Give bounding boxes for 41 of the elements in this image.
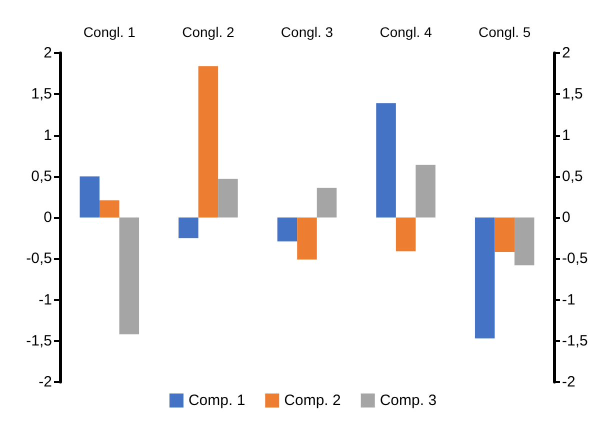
bar — [277, 218, 298, 242]
bar — [316, 188, 337, 218]
x-tick-label: Congl. 4 — [380, 24, 432, 40]
y2-tick-label: -2 — [562, 374, 576, 390]
x-tick-label: Congl. 5 — [478, 24, 531, 40]
bar — [178, 218, 198, 238]
y2-tick-label: 0,5 — [562, 168, 583, 185]
bar — [198, 66, 218, 218]
bar — [514, 218, 534, 266]
y-tick-label: -2 — [38, 374, 52, 390]
y-tick-label: 1 — [44, 126, 52, 144]
bar — [396, 218, 416, 252]
x-tick-label: Congl. 1 — [83, 24, 136, 40]
bar — [416, 164, 436, 218]
bar — [218, 178, 238, 218]
y-tick-label: -1 — [38, 291, 52, 308]
y-tick-label: 0 — [44, 209, 52, 226]
y-tick-label: -1,5 — [26, 332, 52, 350]
x-tick-label: Congl. 2 — [182, 24, 234, 40]
y-tick-label: 2 — [44, 44, 52, 62]
y2-tick-label: 1 — [562, 126, 570, 144]
bar — [119, 218, 140, 334]
bar — [474, 218, 495, 338]
y-tick-label: -0,5 — [26, 250, 52, 268]
y2-tick-label: -1,5 — [562, 332, 588, 350]
legend-label: Comp. 2 — [284, 392, 341, 409]
y2-tick-label: -0,5 — [562, 250, 588, 268]
x-tick-label: Congl. 3 — [280, 24, 334, 40]
y-tick-label: 1,5 — [31, 86, 52, 103]
legend-label: Comp. 1 — [188, 392, 246, 409]
y2-tick-label: 1,5 — [562, 86, 583, 103]
legend-label: Comp. 3 — [380, 392, 437, 409]
bar — [297, 218, 317, 260]
y2-tick-label: 2 — [562, 44, 570, 62]
bar — [494, 218, 514, 252]
y-tick-label: 0,5 — [31, 168, 52, 185]
bar — [100, 200, 120, 218]
bar — [376, 103, 396, 218]
y2-tick-label: 0 — [562, 209, 570, 226]
bar — [80, 176, 100, 218]
y2-tick-label: -1 — [562, 291, 576, 308]
